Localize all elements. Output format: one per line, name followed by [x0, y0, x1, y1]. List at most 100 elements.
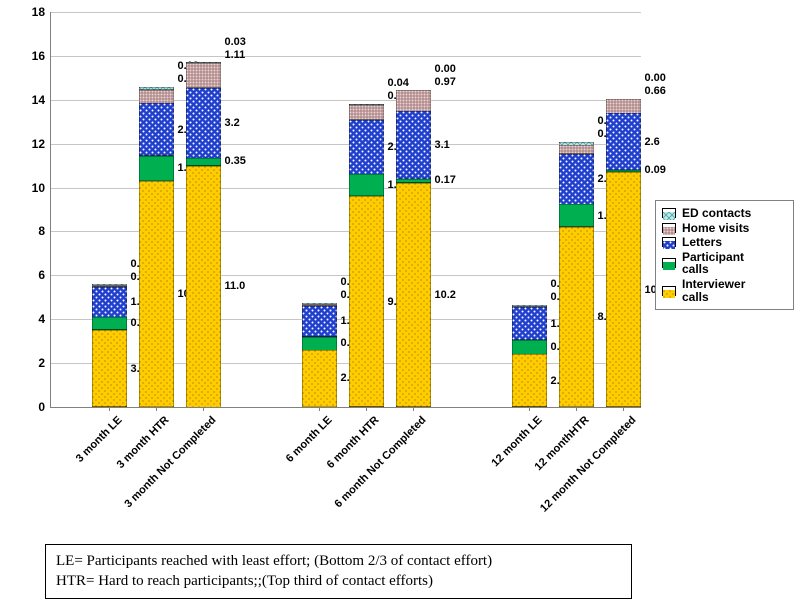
bar — [606, 99, 641, 407]
legend-swatch — [662, 286, 676, 296]
value-label: 0.00 — [433, 63, 456, 75]
bar-segment-home-visits — [139, 90, 174, 103]
plot-area: 0246810121416183.50.581.40.040.063 month… — [50, 12, 641, 408]
bar-segment-home-visits — [559, 145, 594, 154]
bar-segment-home-visits — [92, 286, 127, 287]
bar-segment-letters — [512, 307, 547, 340]
legend-item: Participant calls — [662, 251, 787, 276]
bar-segment-interviewer-calls — [186, 166, 221, 407]
bar-segment-participant-calls — [559, 204, 594, 227]
bar-segment-letters — [302, 306, 337, 337]
bar-segment-interviewer-calls — [92, 330, 127, 407]
bar — [396, 90, 431, 407]
y-tick-label: 18 — [15, 5, 51, 19]
value-label: 10.2 — [433, 289, 456, 301]
bar-segment-ed-contacts — [512, 305, 547, 307]
footnote-line: HTR= Hard to reach participants;;(Top th… — [56, 571, 621, 591]
legend-label: ED contacts — [682, 207, 751, 220]
value-label: 0.04 — [386, 77, 409, 89]
legend-label: Home visits — [682, 222, 749, 235]
bar-segment-participant-calls — [92, 317, 127, 330]
legend-swatch — [662, 237, 676, 247]
value-label: 11.0 — [223, 280, 246, 292]
legend-item: Letters — [662, 236, 787, 249]
gridline — [51, 12, 641, 13]
bar-segment-interviewer-calls — [396, 183, 431, 407]
bar — [559, 142, 594, 407]
bar — [349, 104, 384, 407]
chart-container: 0246810121416183.50.581.40.040.063 month… — [0, 0, 800, 616]
bar-segment-participant-calls — [396, 179, 431, 183]
legend-item: Interviewer calls — [662, 278, 787, 303]
bar — [512, 305, 547, 407]
bar-segment-ed-contacts — [302, 303, 337, 304]
y-tick-label: 12 — [15, 137, 51, 151]
bar-segment-interviewer-calls — [512, 354, 547, 407]
bar-segment-interviewer-calls — [559, 227, 594, 407]
bar-segment-home-visits — [302, 305, 337, 306]
bar-segment-ed-contacts — [139, 87, 174, 90]
footnote-box: LE= Participants reached with least effo… — [45, 544, 632, 599]
y-tick-label: 8 — [15, 224, 51, 238]
bar-segment-home-visits — [606, 99, 641, 113]
bar-segment-ed-contacts — [92, 284, 127, 285]
legend-label: Participant calls — [682, 251, 744, 276]
bar — [92, 284, 127, 407]
legend-item: ED contacts — [662, 207, 787, 220]
bar-segment-letters — [559, 154, 594, 204]
legend-label: Interviewer calls — [682, 278, 745, 303]
y-tick-label: 4 — [15, 312, 51, 326]
value-label: 0.03 — [223, 36, 246, 48]
bar-segment-ed-contacts — [186, 62, 221, 63]
bar-segment-participant-calls — [186, 158, 221, 166]
value-label: 0.97 — [433, 76, 456, 88]
value-label: 0.66 — [643, 85, 666, 97]
bar — [186, 62, 221, 407]
gridline — [51, 56, 641, 57]
legend-label: Letters — [682, 236, 722, 249]
bar-segment-participant-calls — [349, 174, 384, 196]
bar-segment-participant-calls — [512, 340, 547, 354]
value-label: 2.6 — [643, 136, 660, 148]
bar-segment-home-visits — [512, 306, 547, 307]
bar-segment-ed-contacts — [559, 142, 594, 146]
legend-swatch — [662, 208, 676, 218]
bar-segment-letters — [606, 113, 641, 170]
value-label: 0.09 — [643, 164, 666, 176]
bar-segment-home-visits — [396, 90, 431, 111]
bar-segment-interviewer-calls — [302, 350, 337, 407]
y-tick-label: 2 — [15, 356, 51, 370]
bar — [139, 87, 174, 407]
bar-segment-ed-contacts — [349, 104, 384, 105]
legend: ED contacts Home visitsLetters Participant… — [655, 200, 794, 310]
y-tick-label: 10 — [15, 181, 51, 195]
bar-segment-interviewer-calls — [349, 196, 384, 407]
y-tick-label: 0 — [15, 400, 51, 414]
legend-swatch — [662, 258, 676, 268]
y-tick-label: 6 — [15, 268, 51, 282]
value-label: 3.2 — [223, 117, 240, 129]
value-label: 1.11 — [223, 49, 246, 61]
bar-segment-letters — [139, 103, 174, 156]
legend-item: Home visits — [662, 222, 787, 235]
bar-segment-participant-calls — [302, 337, 337, 350]
y-tick-label: 14 — [15, 93, 51, 107]
bar-segment-participant-calls — [606, 170, 641, 172]
bar-segment-interviewer-calls — [606, 172, 641, 407]
footnote-line: LE= Participants reached with least effo… — [56, 551, 621, 571]
y-tick-label: 16 — [15, 49, 51, 63]
bar-segment-letters — [186, 88, 221, 158]
bar-segment-home-visits — [186, 63, 221, 87]
bar — [302, 303, 337, 407]
value-label: 0.35 — [223, 155, 246, 167]
legend-swatch — [662, 223, 676, 233]
value-label: 3.1 — [433, 139, 450, 151]
bar-segment-letters — [92, 287, 127, 318]
bar-segment-home-visits — [349, 105, 384, 119]
value-label: 0.17 — [433, 174, 456, 186]
value-label: 0.00 — [643, 72, 666, 84]
bar-segment-interviewer-calls — [139, 181, 174, 407]
bar-segment-letters — [396, 111, 431, 179]
bar-segment-letters — [349, 120, 384, 175]
bar-segment-participant-calls — [139, 156, 174, 181]
